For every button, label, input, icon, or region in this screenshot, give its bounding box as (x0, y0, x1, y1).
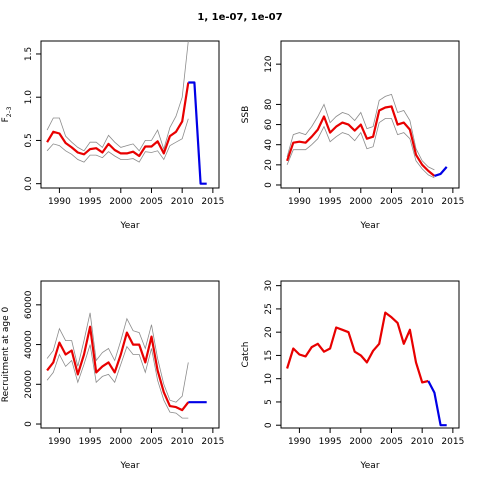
panels: 1990 1995 2000 2005 2010 20150.00.51.01.5Year… (1, 40, 464, 471)
ssb-estimate-line (286, 105, 436, 177)
plot-frame (280, 280, 460, 429)
ssb-lower-line (286, 118, 435, 179)
recruitment-lower-line (46, 344, 189, 419)
y-axis-label-main: F (1, 117, 11, 122)
y-tick-label: 20000 (24, 370, 34, 399)
plot-frame (40, 40, 220, 189)
recruitment-upper-line (46, 312, 189, 403)
y-axis-label-main: Catch (241, 342, 251, 368)
x-tick-label: 1990 (288, 197, 311, 207)
y-tick-label: 60 (264, 119, 274, 131)
x-axis-label: Year (359, 221, 379, 231)
x-tick-label: 2015 (441, 197, 464, 207)
x-tick-label: 2010 (171, 197, 194, 207)
x-tick-label: 2000 (109, 437, 132, 447)
x-tick-label: 2005 (140, 437, 163, 447)
catch-projection-line (427, 380, 447, 427)
y-tick-label: 40 (264, 139, 274, 151)
x-tick-label: 2015 (201, 437, 224, 447)
y-axis-label: Catch (241, 342, 251, 368)
x-tick-label: 2000 (349, 197, 372, 207)
y-tick-label: 20 (264, 159, 274, 171)
y-tick-label: 40000 (24, 330, 34, 359)
y-tick-label: 1.0 (24, 90, 34, 105)
y-axis-label-subscript: 2–3 (6, 106, 13, 117)
y-tick-label: 60000 (24, 290, 34, 319)
x-tick-label: 2015 (201, 197, 224, 207)
x-tick-label: 2005 (140, 197, 163, 207)
y-tick-label: 30 (264, 280, 274, 292)
x-tick-label: 2000 (109, 197, 132, 207)
y-tick-label: 0 (264, 182, 274, 188)
x-axis-label: Year (119, 461, 139, 471)
plot-frame (40, 280, 220, 429)
x-tick-label: 1995 (79, 197, 102, 207)
x-tick-label: 2015 (441, 437, 464, 447)
x-tick-label: 1995 (319, 437, 342, 447)
ssb-upper-line (286, 93, 435, 171)
x-tick-label: 2000 (349, 437, 372, 447)
x-axis-label: Year (119, 221, 139, 231)
y-tick-label: 80 (264, 98, 274, 110)
x-tick-label: 1995 (79, 437, 102, 447)
y-tick-label: 0.5 (24, 133, 34, 147)
panel-recruitment: 1990 1995 2000 2005 2010 2015 0 20000 40000 60000… (1, 280, 224, 471)
f-lower-line (46, 118, 189, 163)
y-tick-label: 5 (264, 399, 274, 405)
y-tick-label: 120 (264, 55, 274, 72)
y-tick-label: 0 (24, 421, 34, 427)
y-tick-label: 25 (264, 303, 274, 314)
y-tick-label: 1.5 (24, 47, 34, 61)
x-tick-label: 2010 (171, 437, 194, 447)
y-tick-label: 0 (264, 422, 274, 428)
y-tick-label: 20 (264, 326, 274, 338)
y-tick-label: 0.0 (24, 176, 34, 191)
figure-title: 1, 1e-07, 1e-07 (197, 12, 282, 23)
x-tick-label: 2005 (380, 197, 403, 207)
x-tick-label: 1990 (48, 437, 71, 447)
recruitment-estimate-line (46, 325, 190, 412)
f-upper-line (46, 40, 189, 152)
y-tick-label: 15 (264, 350, 274, 361)
y-axis-label: SSB (241, 106, 251, 124)
plot-frame (280, 40, 460, 189)
panel-f: 1990 1995 2000 2005 2010 2015 0.0 0.5 1.0 1.5 Year… (1, 40, 224, 231)
ssb-projection-line (434, 166, 448, 177)
f-estimate-line (46, 82, 190, 158)
x-tick-label: 1990 (288, 437, 311, 447)
f-projection-line (188, 81, 207, 185)
x-tick-label: 1990 (48, 197, 71, 207)
y-axis-label: Recruitment at age 0 (1, 307, 11, 403)
panel-ssb: 1990 1995 2000 2005 2010 2015 0 20 40 60 80 120 Year… (241, 40, 464, 231)
y-tick-label: 10 (264, 373, 274, 385)
x-axis-label: Year (359, 461, 379, 471)
y-axis-label-main: Recruitment at age 0 (1, 307, 11, 403)
x-tick-label: 2005 (380, 437, 403, 447)
y-axis-label-main: SSB (241, 106, 251, 124)
x-tick-label: 2010 (411, 197, 434, 207)
catch-estimate-line (286, 311, 429, 384)
x-tick-label: 1995 (319, 197, 342, 207)
panel-catch: 1990 1995 2000 2005 2010 2015 0 5 10 15 20 25 30 Year… (241, 280, 464, 471)
y-axis-label: F2–3 (1, 106, 13, 122)
x-tick-label: 2010 (411, 437, 434, 447)
